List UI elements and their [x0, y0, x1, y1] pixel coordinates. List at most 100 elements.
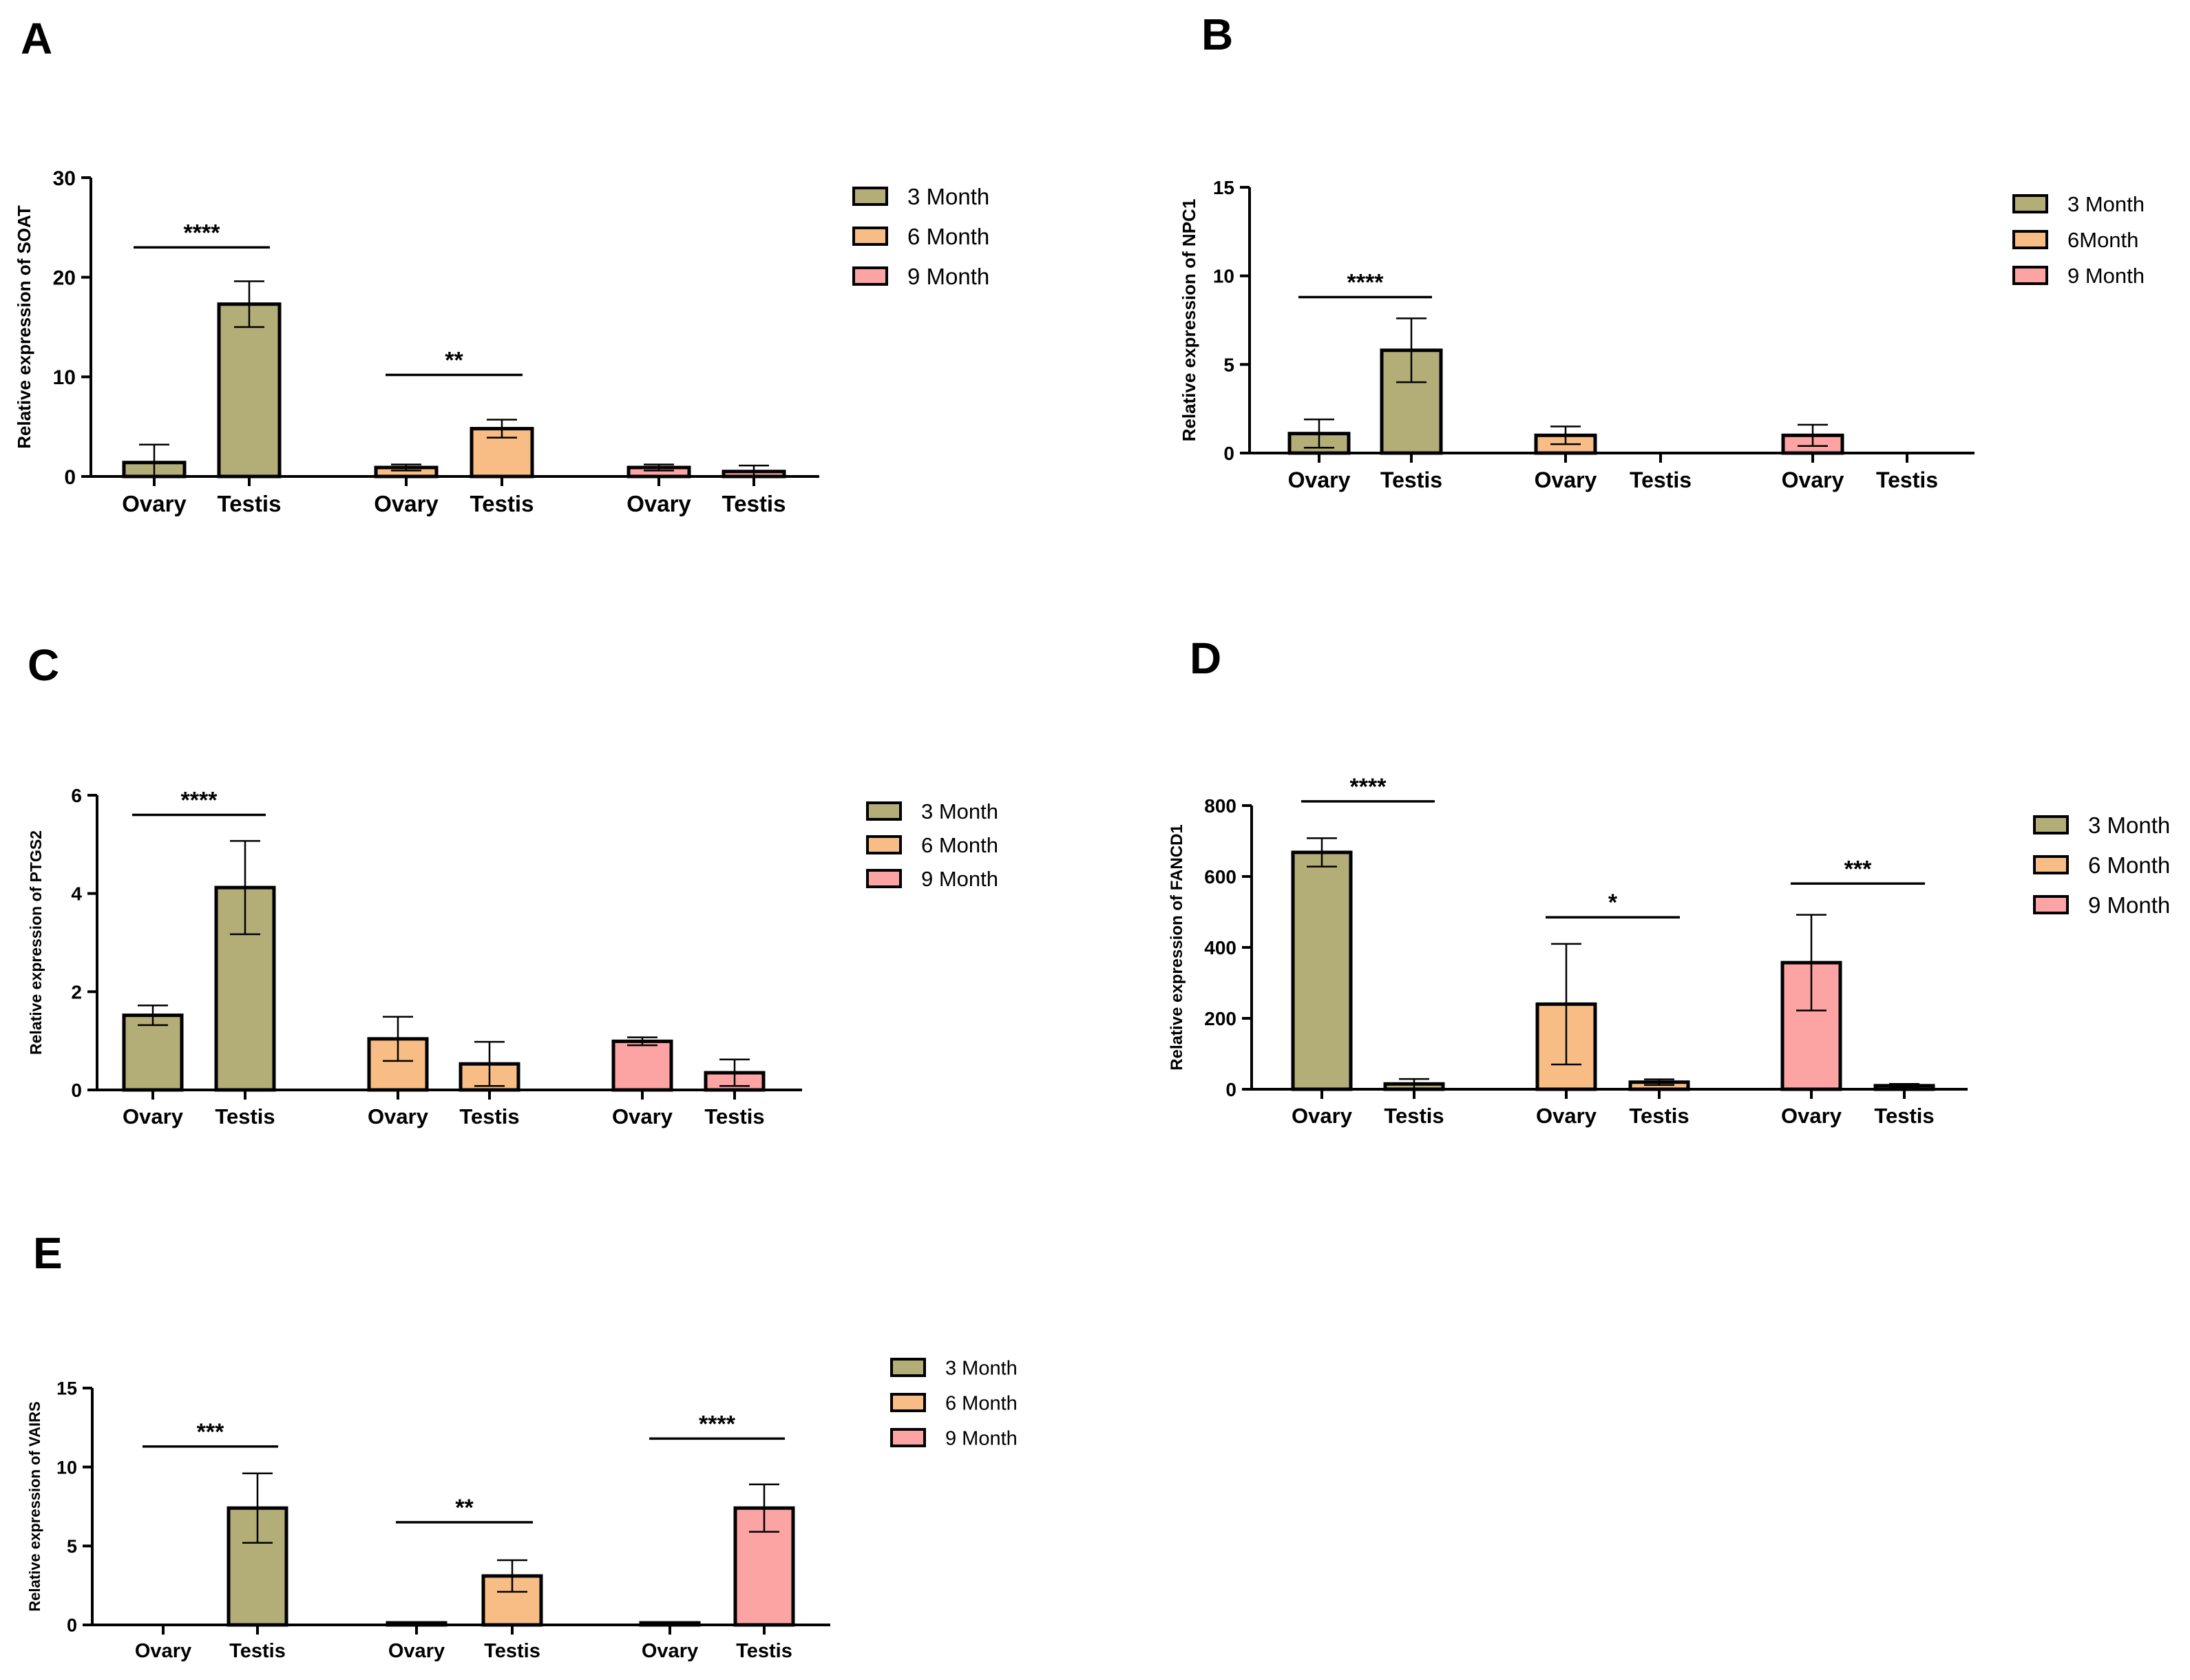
y-axis-label: Relative expression of FANCD1	[1168, 824, 1186, 1070]
x-tick-label: Ovary	[627, 491, 691, 516]
panel-d: D 0 200 400 600 800 Relative expression of FAN…	[1168, 633, 2170, 1128]
significance-label: ****	[1347, 270, 1384, 296]
x-tick-label: Testis	[1384, 1104, 1444, 1128]
x-tick-label: Ovary	[1781, 1104, 1842, 1128]
y-tick-label: 4	[71, 883, 82, 905]
legend-label: 9 Month	[2067, 264, 2145, 288]
x-tick-label: Testis	[215, 1104, 275, 1128]
y-tick-label: 400	[1204, 937, 1236, 958]
legend-swatch	[890, 1393, 926, 1412]
significance-label: ****	[1350, 774, 1387, 800]
legend-swatch	[866, 801, 902, 821]
significance-label: **	[455, 1495, 474, 1521]
y-tick-label: 6	[71, 785, 82, 806]
panel-letter: E	[33, 1228, 63, 1278]
legend-swatch	[890, 1358, 926, 1377]
y-tick-label: 30	[53, 167, 76, 190]
legend-label: 6 Month	[921, 833, 998, 857]
panel-letter: A	[21, 14, 52, 63]
panel-letter: C	[28, 640, 59, 690]
panel-c: C 0 2 4 6 Relative expression of PTGS2 Ovary Te…	[27, 640, 998, 1128]
legend-swatch	[852, 187, 888, 206]
y-tick-label: 5	[1223, 354, 1234, 375]
panel-b: B 0 5 10 15 Relative expression of NPC1 Ovary T…	[1179, 10, 2145, 492]
x-tick-label: Ovary	[388, 1640, 445, 1662]
legend-label: 6 Month	[2088, 852, 2170, 878]
y-axis-label: Relative expression of SOAT	[14, 205, 34, 449]
legend-label: 9 Month	[945, 1427, 1018, 1449]
x-tick-label: Testis	[736, 1640, 792, 1662]
panel-a: A 0 10 20 30 Relative expression of SOAT Ovary…	[14, 14, 989, 516]
y-tick-label: 10	[53, 366, 76, 389]
x-tick-label: Ovary	[123, 1104, 184, 1128]
bar	[217, 302, 282, 479]
x-tick-label: Testis	[1629, 1104, 1689, 1128]
x-tick-label: Testis	[459, 1104, 519, 1128]
y-axis-label: Relative expression of VAIRS	[26, 1401, 43, 1611]
legend-swatch	[866, 869, 902, 888]
y-tick-label: 0	[1225, 1079, 1236, 1100]
x-tick-label: Ovary	[1292, 1104, 1353, 1128]
legend-swatch	[852, 227, 888, 246]
significance-label: ***	[1844, 856, 1872, 882]
y-tick-label: 15	[56, 1378, 77, 1399]
y-tick-label: 20	[53, 266, 76, 289]
x-tick-label: Ovary	[1535, 468, 1597, 492]
legend: 3 Month 6 Month 9 Month	[2033, 812, 2170, 918]
x-tick-label: Testis	[484, 1640, 540, 1662]
y-tick-label: 800	[1204, 795, 1236, 817]
legend-label: 3 Month	[921, 799, 998, 823]
y-tick-label: 0	[64, 466, 76, 489]
y-tick-label: 0	[67, 1615, 77, 1636]
x-tick-label: Testis	[218, 491, 282, 516]
significance-label: ****	[699, 1411, 736, 1437]
x-tick-label: Ovary	[135, 1640, 191, 1662]
x-tick-label: Testis	[1876, 468, 1938, 492]
legend-label: 3 Month	[907, 184, 989, 209]
legend-label: 9 Month	[907, 264, 989, 289]
y-tick-label: 15	[1213, 177, 1234, 198]
y-tick-label: 200	[1204, 1008, 1236, 1029]
legend: 3 Month 6 Month 9 Month	[866, 799, 998, 891]
x-tick-label: Ovary	[122, 491, 187, 516]
x-tick-label: Ovary	[1288, 468, 1351, 492]
x-tick-label: Testis	[704, 1104, 764, 1128]
legend-label: 6Month	[2067, 228, 2138, 252]
x-tick-label: Testis	[229, 1640, 286, 1662]
legend: 3 Month 6 Month 9 Month	[852, 184, 989, 289]
significance-label: ****	[181, 788, 218, 814]
x-tick-label: Ovary	[1536, 1104, 1597, 1128]
x-tick-label: Ovary	[642, 1640, 698, 1662]
legend-swatch	[866, 835, 902, 854]
legend: 3 Month 6Month 9 Month	[2012, 192, 2145, 288]
legend-swatch	[852, 266, 888, 286]
legend-swatch	[2033, 815, 2069, 834]
x-tick-label: Testis	[1380, 468, 1442, 492]
legend-swatch	[2033, 855, 2069, 874]
significance-label: **	[445, 347, 463, 373]
x-tick-label: Ovary	[368, 1104, 429, 1128]
legend-swatch	[2033, 895, 2069, 914]
legend: 3 Month 6 Month 9 Month	[890, 1357, 1018, 1449]
y-tick-label: 5	[67, 1536, 77, 1557]
x-tick-label: Testis	[1874, 1104, 1934, 1128]
y-tick-label: 10	[1213, 266, 1234, 287]
significance-label: ***	[197, 1419, 224, 1445]
y-tick-label: 600	[1204, 866, 1236, 888]
panel-letter: B	[1201, 10, 1233, 59]
bar	[1291, 850, 1353, 1091]
legend-label: 6 Month	[945, 1392, 1018, 1414]
bar	[122, 1014, 184, 1092]
x-tick-label: Testis	[470, 491, 534, 516]
legend-swatch	[2012, 230, 2048, 249]
legend-label: 3 Month	[2067, 192, 2145, 216]
legend-swatch	[2012, 194, 2048, 213]
legend-swatch	[2012, 266, 2048, 285]
y-tick-label: 0	[1223, 443, 1234, 464]
significance-label: ****	[184, 220, 221, 246]
x-tick-label: Ovary	[374, 491, 439, 516]
y-tick-label: 10	[56, 1457, 77, 1478]
legend-label: 9 Month	[2088, 892, 2170, 918]
